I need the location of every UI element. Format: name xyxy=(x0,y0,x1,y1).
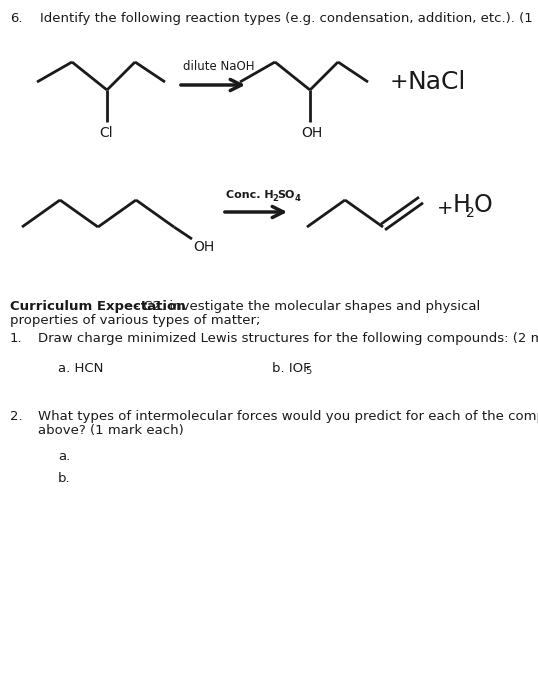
Text: OH: OH xyxy=(193,240,214,254)
Text: 5: 5 xyxy=(305,366,312,376)
Text: 6.: 6. xyxy=(10,12,23,25)
Text: What types of intermolecular forces would you predict for each of the compounds: What types of intermolecular forces woul… xyxy=(38,410,538,423)
Text: OH: OH xyxy=(301,126,322,140)
Text: 2.: 2. xyxy=(10,410,23,423)
Text: Conc. H: Conc. H xyxy=(226,190,274,200)
Text: NaCl: NaCl xyxy=(408,70,466,94)
Text: a.: a. xyxy=(58,450,70,463)
Text: +: + xyxy=(390,72,409,92)
Text: Identify the following reaction types (e.g. condensation, addition, etc.). (1 ma: Identify the following reaction types (e… xyxy=(40,12,538,25)
Text: - C2. investigate the molecular shapes and physical: - C2. investigate the molecular shapes a… xyxy=(130,300,480,313)
Text: SO: SO xyxy=(277,190,294,200)
Text: +: + xyxy=(437,199,454,218)
Text: b.: b. xyxy=(58,472,70,485)
Text: a. HCN: a. HCN xyxy=(58,362,103,375)
Text: Curriculum Expectation: Curriculum Expectation xyxy=(10,300,186,313)
Text: 2: 2 xyxy=(466,206,475,220)
Text: 2: 2 xyxy=(272,194,278,203)
Text: O: O xyxy=(474,193,493,217)
Text: above? (1 mark each): above? (1 mark each) xyxy=(38,424,184,437)
Text: dilute NaOH: dilute NaOH xyxy=(183,60,254,73)
Text: 4: 4 xyxy=(295,194,301,203)
Text: Draw charge minimized Lewis structures for the following compounds: (2 marks eac: Draw charge minimized Lewis structures f… xyxy=(38,332,538,345)
Text: properties of various types of matter;: properties of various types of matter; xyxy=(10,314,260,327)
Text: 1.: 1. xyxy=(10,332,23,345)
Text: H: H xyxy=(453,193,471,217)
Text: Cl: Cl xyxy=(99,126,112,140)
Text: b. IOF: b. IOF xyxy=(272,362,310,375)
